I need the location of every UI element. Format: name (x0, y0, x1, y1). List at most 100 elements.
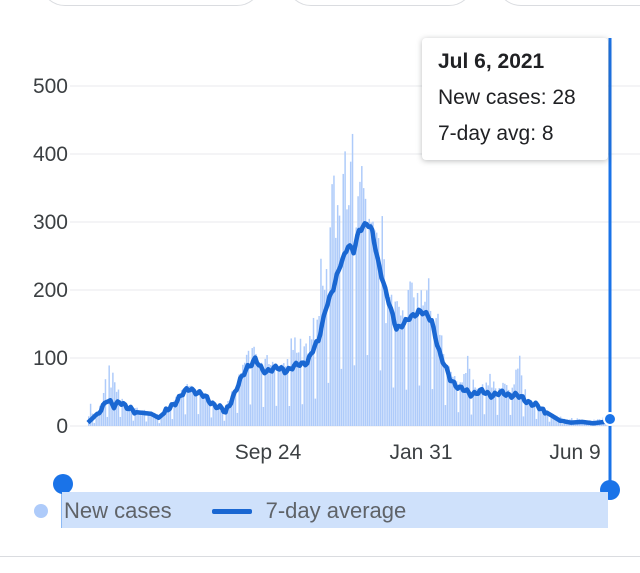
new-cases-bar (99, 405, 101, 426)
new-cases-bar (301, 404, 304, 426)
new-cases-bar (288, 406, 291, 426)
new-cases-bar (251, 348, 253, 426)
new-cases-bar (244, 362, 246, 426)
new-cases-bar (143, 409, 146, 426)
new-cases-bar (492, 381, 495, 426)
new-cases-bar (481, 384, 484, 426)
chart-legend: New cases 7-day average (34, 498, 406, 524)
new-cases-bar (375, 232, 378, 426)
new-cases-bar (186, 384, 188, 426)
new-cases-bar (528, 400, 530, 426)
seven-day-average-legend-line-icon (211, 508, 252, 514)
new-cases-bar (431, 389, 434, 426)
new-cases-bar (368, 218, 370, 426)
new-cases-bar (359, 181, 361, 426)
new-cases-bar (218, 408, 220, 426)
new-cases-bar (253, 346, 255, 426)
new-cases-bar (270, 364, 272, 426)
new-cases-bar (535, 418, 538, 426)
new-cases-bar (429, 310, 432, 426)
new-cases-bar (245, 354, 248, 426)
new-cases-bar (205, 397, 207, 426)
new-cases-bar (167, 408, 170, 426)
tooltip-date: Jul 6, 2021 (438, 50, 545, 73)
new-cases-bar (522, 416, 525, 426)
new-cases-bar (381, 216, 383, 426)
new-cases-bar (169, 404, 172, 426)
new-cases-bar (127, 406, 129, 426)
new-cases-bar (459, 382, 462, 426)
new-cases-bar (158, 423, 161, 426)
new-cases-bar (166, 410, 168, 426)
new-cases-bar (361, 166, 363, 426)
legend-new-cases: New cases (64, 498, 172, 523)
new-cases-bar (227, 401, 229, 426)
tooltip-new-cases: New cases: 28 (438, 86, 576, 109)
new-cases-bar (95, 418, 97, 426)
new-cases-bar (128, 406, 131, 426)
new-cases-bar (364, 198, 367, 426)
new-cases-bar (132, 420, 135, 426)
x-tick-label: Jan 31 (389, 441, 452, 464)
range-selection-bar[interactable] (62, 492, 608, 528)
new-cases-bar (457, 412, 460, 426)
new-cases-bar (346, 209, 348, 426)
new-cases-bar (216, 406, 218, 426)
new-cases-bar (478, 388, 480, 426)
new-cases-bar (524, 389, 527, 426)
new-cases-bar (552, 413, 554, 426)
new-cases-bar (262, 406, 265, 426)
new-cases-bar (305, 343, 307, 426)
new-cases-bar (271, 361, 274, 426)
new-cases-bar (255, 353, 257, 426)
new-cases-bar (435, 318, 437, 426)
new-cases-bar (463, 374, 465, 426)
new-cases-bar (219, 411, 222, 426)
new-cases-bar (416, 292, 419, 426)
new-cases-bar (411, 282, 413, 426)
new-cases-bar (388, 297, 391, 426)
new-cases-bar (297, 352, 300, 426)
new-cases-bar (465, 373, 467, 426)
new-cases-bar (197, 414, 200, 426)
new-cases-bar (366, 355, 369, 426)
new-cases-bar (221, 411, 224, 426)
new-cases-bar (190, 385, 192, 426)
new-cases-bar (180, 390, 183, 426)
new-cases-bar (106, 416, 109, 426)
new-cases-bar (229, 399, 231, 426)
new-cases-bar (162, 415, 164, 426)
new-cases-bar (134, 408, 136, 426)
new-cases-bar (513, 384, 515, 426)
new-cases-bar (141, 410, 144, 426)
new-cases-bar (548, 421, 551, 426)
new-cases-bar (89, 403, 92, 426)
new-cases-bar (140, 410, 142, 426)
new-cases-bar (335, 237, 337, 426)
new-cases-bar (387, 302, 389, 426)
tooltip-seven-day-avg: 7-day avg: 8 (438, 122, 554, 145)
new-cases-bar (518, 355, 521, 426)
new-cases-bar (257, 360, 259, 426)
new-cases-bar (240, 373, 242, 426)
new-cases-bar (260, 362, 263, 426)
new-cases-bar (476, 388, 478, 426)
new-cases-bar (357, 196, 359, 426)
new-cases-bar (195, 390, 198, 426)
new-cases-bar (390, 294, 393, 426)
x-tick-label: Sep 24 (235, 441, 302, 464)
new-cases-bar (539, 408, 541, 426)
y-tick-label: 100 (33, 347, 68, 370)
legend-seven-day-average: 7-day average (265, 498, 407, 523)
y-axis-labels: 500 400 300 200 100 0 (33, 75, 68, 438)
new-cases-bar (440, 335, 443, 426)
new-cases-bar (115, 391, 118, 426)
new-cases-bar (277, 365, 279, 426)
new-cases-bar (93, 422, 96, 426)
y-tick-label: 0 (56, 415, 68, 438)
new-cases-bar (487, 385, 489, 426)
new-cases-bar (242, 364, 244, 426)
selected-point-marker (603, 412, 617, 426)
new-cases-bar (121, 398, 123, 426)
new-cases-bar (307, 353, 309, 426)
